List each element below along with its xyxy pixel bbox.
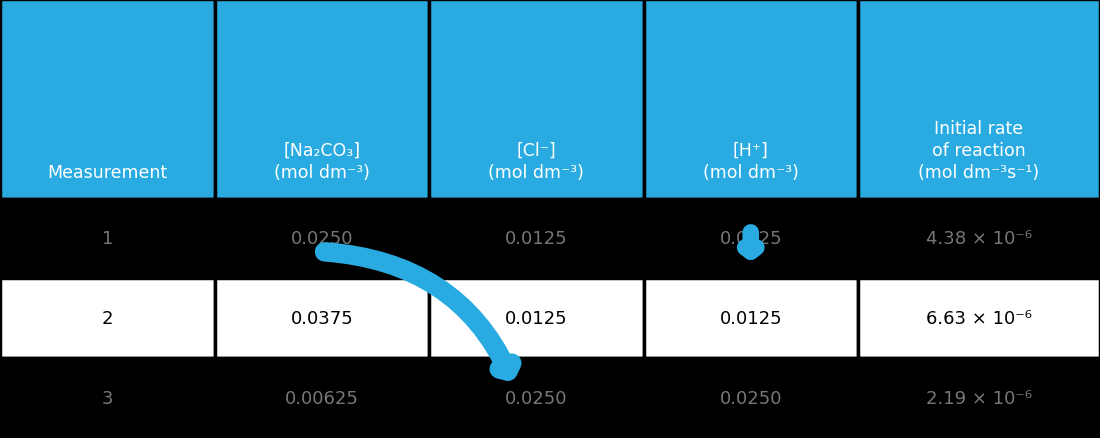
Bar: [644, 199, 858, 279]
Bar: [858, 358, 1100, 438]
Text: 0.00625: 0.00625: [285, 389, 359, 407]
Text: 0.0375: 0.0375: [290, 310, 353, 328]
Bar: [644, 358, 858, 438]
Bar: [429, 199, 644, 279]
Text: Initial rate
of reaction
(mol dm⁻³s⁻¹): Initial rate of reaction (mol dm⁻³s⁻¹): [918, 119, 1040, 182]
Bar: [644, 0, 858, 199]
Bar: [429, 279, 644, 358]
Text: 0.0250: 0.0250: [290, 230, 353, 248]
Bar: [858, 199, 1100, 279]
Bar: [214, 199, 429, 279]
Text: 0.0125: 0.0125: [505, 230, 568, 248]
Bar: [644, 279, 858, 358]
Bar: [429, 0, 644, 199]
Bar: [0, 279, 214, 358]
Text: [Cl⁻]
(mol dm⁻³): [Cl⁻] (mol dm⁻³): [488, 141, 584, 182]
Text: 1: 1: [101, 230, 113, 248]
Text: 0.0125: 0.0125: [719, 310, 782, 328]
Text: Measurement: Measurement: [47, 164, 167, 182]
Bar: [214, 0, 429, 199]
Bar: [0, 358, 214, 438]
Text: 0.0250: 0.0250: [505, 389, 568, 407]
Text: [H⁺]
(mol dm⁻³): [H⁺] (mol dm⁻³): [703, 141, 799, 182]
Bar: [858, 279, 1100, 358]
Text: 3: 3: [101, 389, 113, 407]
Bar: [0, 0, 214, 199]
Text: 2: 2: [101, 310, 113, 328]
Bar: [0, 199, 214, 279]
Bar: [429, 358, 644, 438]
Text: 2.19 × 10⁻⁶: 2.19 × 10⁻⁶: [926, 389, 1032, 407]
Bar: [214, 279, 429, 358]
Text: 0.0125: 0.0125: [505, 310, 568, 328]
Text: 0.0125: 0.0125: [719, 230, 782, 248]
Text: [Na₂CO₃]
(mol dm⁻³): [Na₂CO₃] (mol dm⁻³): [274, 141, 370, 182]
Text: 0.0250: 0.0250: [719, 389, 782, 407]
Text: 6.63 × 10⁻⁶: 6.63 × 10⁻⁶: [926, 310, 1032, 328]
Bar: [214, 358, 429, 438]
Text: 4.38 × 10⁻⁶: 4.38 × 10⁻⁶: [926, 230, 1032, 248]
Bar: [858, 0, 1100, 199]
